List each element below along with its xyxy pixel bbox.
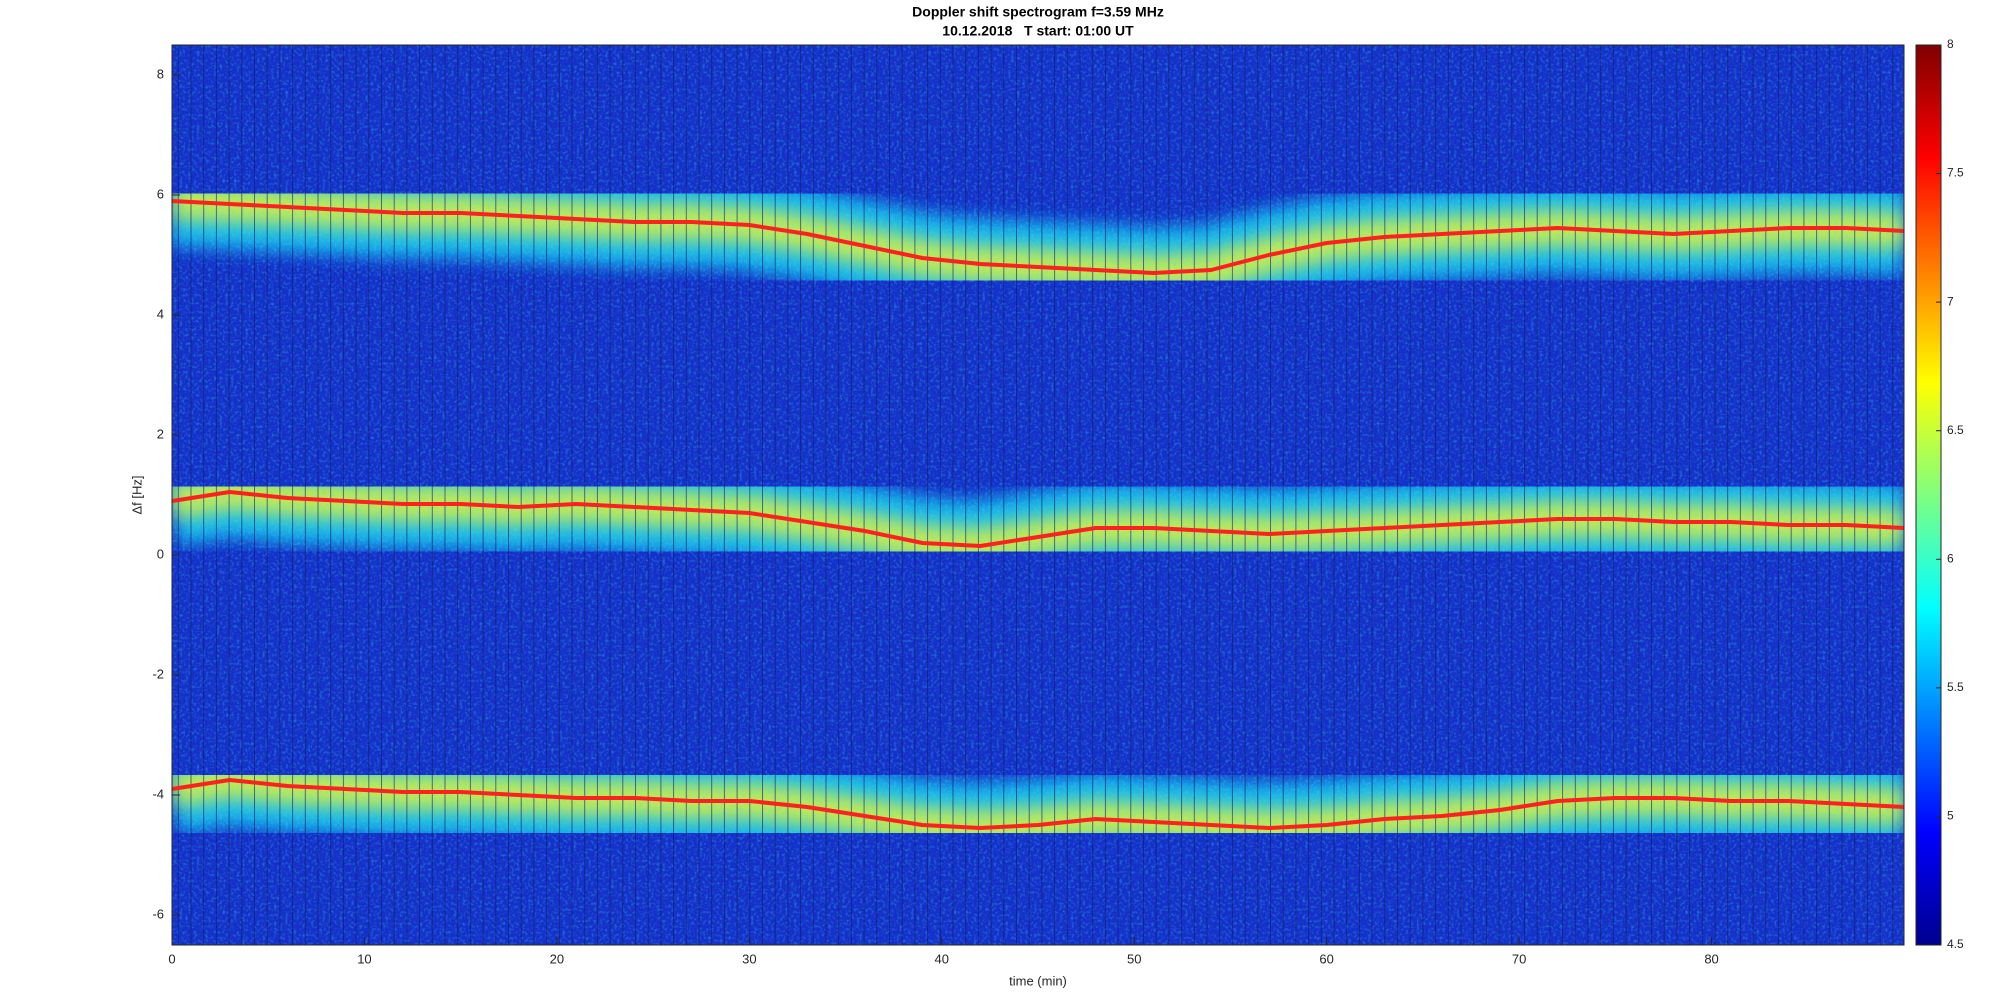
chart-title: Doppler shift spectrogram f=3.59 MHz	[912, 4, 1164, 20]
colorbar-tick-label: 6.5	[1947, 423, 1964, 437]
y-tick-label: 4	[157, 306, 164, 321]
x-tick-label: 10	[357, 951, 371, 966]
colorbar-tick-label: 6	[1947, 551, 1954, 565]
x-tick-label: 40	[935, 951, 949, 966]
y-tick-label: 6	[157, 186, 164, 201]
y-tick-label: -4	[152, 786, 164, 801]
y-axis-label: Δf [Hz]	[129, 475, 144, 514]
x-tick-label: 0	[168, 951, 175, 966]
x-axis-label: time (min)	[1009, 973, 1067, 988]
y-tick-label: 0	[157, 546, 164, 561]
colorbar-tick-label: 8	[1947, 37, 1954, 51]
colorbar: 4.5 5 5.5 6 6.5 7 7.5 8	[1915, 37, 1964, 951]
stripes	[172, 45, 1904, 945]
trace-line	[172, 490, 1904, 548]
colorbar-tick-label: 5	[1947, 809, 1954, 823]
plot-frame	[171, 44, 1905, 946]
chart-subtitle: 10.12.2018 T start: 01:00 UT	[942, 23, 1134, 39]
colorbar-scale	[1915, 44, 1942, 946]
y-tick-label: -6	[152, 906, 164, 921]
y-tick-label: 8	[157, 66, 164, 81]
x-tick-label: 50	[1127, 951, 1141, 966]
colorbar-tick-label: 5.5	[1947, 680, 1964, 694]
x-tick-label: 80	[1704, 951, 1718, 966]
trace-line	[172, 199, 1904, 275]
x-tick-label: 60	[1319, 951, 1333, 966]
y-tick-label: -2	[152, 666, 164, 681]
colorbar-tick-label: 7	[1947, 294, 1954, 308]
x-tick-label: 20	[550, 951, 564, 966]
colorbar-tick-label: 7.5	[1947, 166, 1964, 180]
y-tick-label: 2	[157, 426, 164, 441]
x-tick-label: 70	[1512, 951, 1526, 966]
traces	[172, 199, 1904, 830]
trace-line	[172, 778, 1904, 830]
x-tick-label: 30	[742, 951, 756, 966]
colorbar-tick-label: 4.5	[1947, 937, 1964, 951]
